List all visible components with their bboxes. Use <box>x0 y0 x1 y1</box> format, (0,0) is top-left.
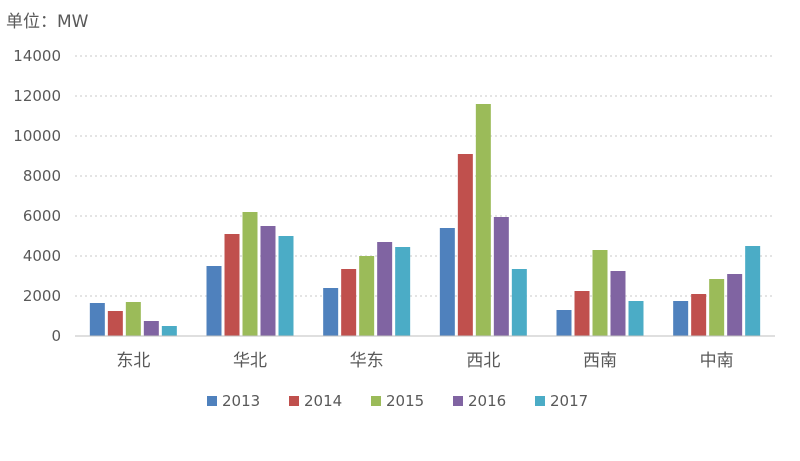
legend-swatch <box>289 396 299 406</box>
bar-2015-华北 <box>242 212 258 336</box>
bar-2017-中南 <box>745 246 761 336</box>
bar-2017-华东 <box>395 247 411 336</box>
grid-layer <box>75 55 775 297</box>
legend-label: 2014 <box>304 392 342 410</box>
unit-label: 单位：MW <box>6 12 89 32</box>
bar-2017-西南 <box>628 301 644 336</box>
legend-swatch <box>535 396 545 406</box>
bar-2014-东北 <box>107 311 123 336</box>
x-category-label: 华东 <box>350 351 384 371</box>
bar-2016-西北 <box>493 217 509 336</box>
bar-2013-中南 <box>673 301 689 336</box>
y-tick-label: 2000 <box>23 287 61 305</box>
bar-2014-华北 <box>224 234 240 336</box>
legend-label: 2015 <box>386 392 424 410</box>
x-category-label: 西北 <box>466 351 500 371</box>
bars-layer <box>89 104 761 336</box>
y-tick-label: 8000 <box>23 167 61 185</box>
legend-label: 2017 <box>550 392 588 410</box>
bar-2015-中南 <box>709 279 725 336</box>
bar-2014-华东 <box>341 269 357 336</box>
legend-swatch <box>371 396 381 406</box>
bar-2015-西南 <box>592 250 608 336</box>
bar-2013-华东 <box>323 288 339 336</box>
bar-2016-华东 <box>377 242 393 336</box>
bar-2014-西南 <box>574 291 590 336</box>
legend: 2013 2014 2015 2016 2017 <box>207 392 588 410</box>
legend-swatch <box>453 396 463 406</box>
y-axis: 0 2000 4000 6000 8000 10000 12000 14000 <box>13 47 61 345</box>
bar-2013-西北 <box>439 228 455 336</box>
bar-2015-华东 <box>359 256 375 336</box>
x-category-label: 华北 <box>233 351 267 371</box>
bar-2013-东北 <box>89 303 105 336</box>
y-tick-label: 12000 <box>13 87 61 105</box>
bar-2016-东北 <box>143 321 159 336</box>
bar-2015-东北 <box>125 302 141 336</box>
y-tick-label: 0 <box>51 327 61 345</box>
bar-2014-西北 <box>457 154 473 336</box>
y-tick-label: 6000 <box>23 207 61 225</box>
x-category-label: 中南 <box>700 351 734 371</box>
legend-swatch <box>207 396 217 406</box>
y-tick-label: 4000 <box>23 247 61 265</box>
bar-2017-东北 <box>161 326 177 336</box>
legend-label: 2016 <box>468 392 506 410</box>
bar-2015-西北 <box>475 104 491 336</box>
y-tick-label: 14000 <box>13 47 61 65</box>
legend-label: 2013 <box>222 392 260 410</box>
bar-2017-西北 <box>511 269 527 336</box>
bar-2016-中南 <box>727 274 743 336</box>
x-axis: 东北 华北 华东 西北 西南 中南 <box>75 335 775 371</box>
bar-2014-中南 <box>691 294 707 336</box>
bar-2013-西南 <box>556 310 572 336</box>
y-tick-label: 10000 <box>13 127 61 145</box>
bar-2016-西南 <box>610 271 626 336</box>
x-category-label: 西南 <box>583 351 617 371</box>
bar-2016-华北 <box>260 226 276 336</box>
bar-2017-华北 <box>278 236 294 336</box>
x-category-label: 东北 <box>116 351 150 371</box>
bar-2013-华北 <box>206 266 222 336</box>
